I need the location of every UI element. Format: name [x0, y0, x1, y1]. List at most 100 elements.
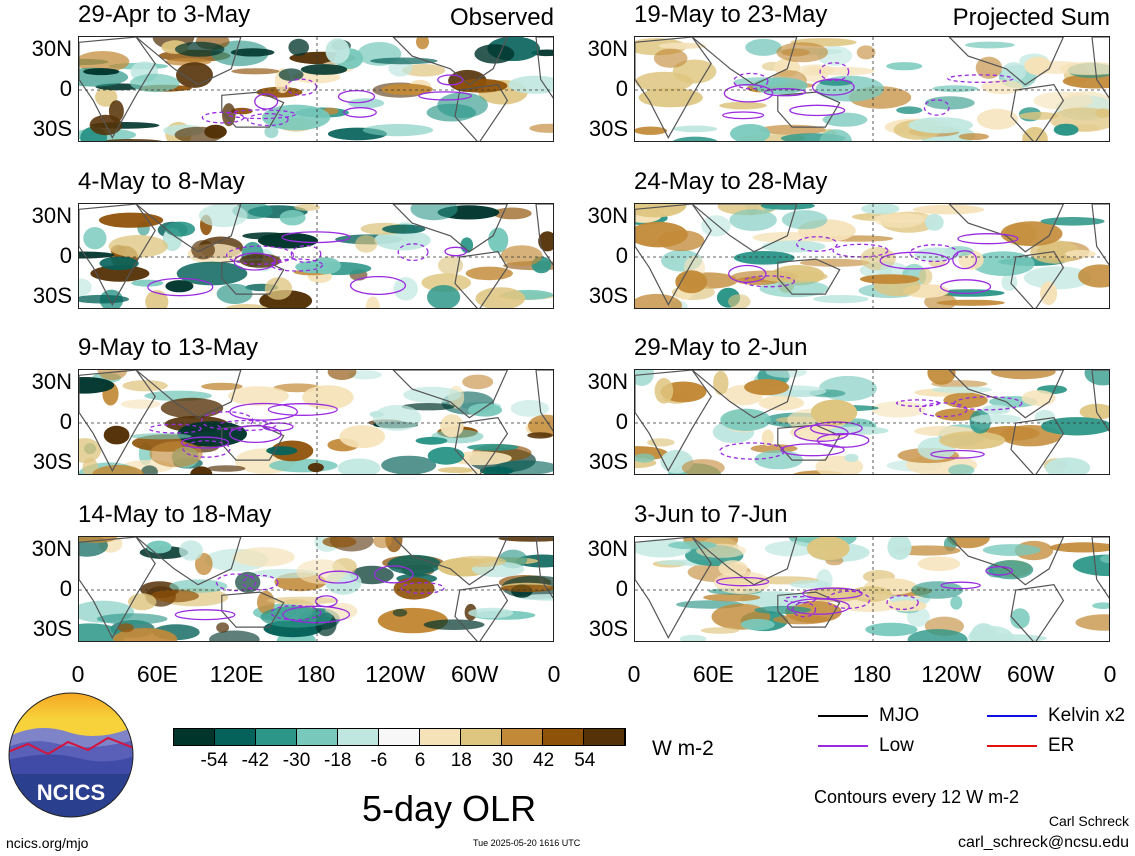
anomaly-blob: [527, 432, 553, 439]
low-contour: [437, 74, 464, 86]
panel-source-label: Projected Sum: [952, 4, 1110, 31]
x-tick-label: 60W: [1007, 661, 1055, 687]
coastline: [635, 370, 712, 472]
anomaly-blob: [355, 235, 378, 253]
x-tick-label: 120E: [209, 661, 264, 687]
anomaly-blob: [810, 399, 858, 426]
low-contour: [786, 598, 850, 615]
coastline: [691, 370, 798, 419]
y-tick-label: 30S: [588, 283, 628, 309]
anomaly-blob: [924, 96, 975, 110]
panel-period-title: 24-May to 28-May: [634, 168, 828, 195]
coastline: [1010, 84, 1065, 141]
anomaly-blob: [325, 38, 350, 64]
anomaly-blob: [672, 59, 717, 84]
anomaly-blob: [209, 630, 260, 641]
y-tick-label: 30N: [587, 35, 628, 61]
anomaly-blob: [801, 65, 829, 83]
olr-map-panel: [78, 369, 554, 475]
anomaly-blob: [453, 78, 508, 93]
anomaly-blob: [991, 370, 1056, 380]
anomaly-blob: [393, 277, 418, 301]
colorbar-swatch: [502, 729, 543, 745]
x-tick-label: 0: [1103, 661, 1117, 687]
anomaly-blob: [381, 83, 433, 95]
coastline: [221, 258, 285, 295]
author-email[interactable]: carl_schreck@ncsu.edu: [958, 834, 1129, 851]
author-name: Carl Schreck: [1048, 813, 1129, 829]
anomaly-blob: [79, 438, 101, 463]
coastline: [79, 204, 156, 306]
coastline: [454, 251, 509, 308]
y-tick-label: 30N: [31, 35, 72, 61]
anomaly-blob: [1059, 61, 1109, 76]
anomaly-blob: [267, 596, 339, 605]
anomaly-blob: [635, 126, 668, 135]
anomaly-blob: [703, 593, 761, 602]
x-tick-label: 180: [296, 661, 336, 687]
anomaly-blob: [401, 403, 455, 411]
coastline: [79, 537, 156, 639]
coastline: [79, 37, 156, 139]
colorbar-tick-label: 18: [450, 750, 472, 771]
anomaly-blob: [393, 577, 435, 600]
anomaly-blob: [216, 283, 253, 304]
anomaly-blob: [427, 446, 465, 465]
anomaly-blob: [500, 245, 543, 267]
y-tick-label: 30S: [32, 449, 72, 475]
low-contour: [947, 74, 1014, 83]
coastline: [1091, 204, 1109, 266]
anomaly-blob: [729, 209, 777, 231]
anomaly-blob: [402, 64, 446, 77]
coastline: [948, 204, 1065, 253]
anomaly-blob: [988, 560, 1034, 580]
colorbar-tick-label: 6: [414, 750, 426, 771]
colorbar-tick-label: -42: [241, 750, 270, 771]
anomaly-blob: [924, 214, 944, 231]
x-tick-label: 0: [547, 661, 561, 687]
site-url[interactable]: ncics.org/mjo: [6, 835, 89, 851]
anomaly-blob: [216, 622, 230, 633]
anomaly-blob: [1022, 126, 1048, 141]
anomaly-blob: [235, 571, 261, 593]
legend-swatch: [987, 715, 1037, 717]
anomaly-blob: [382, 224, 426, 234]
panel-source-label: Observed: [449, 4, 554, 31]
anomaly-blob: [307, 462, 324, 473]
olr-field: [635, 537, 1109, 641]
anomaly-blob: [760, 204, 815, 210]
low-contour: [952, 250, 978, 270]
y-tick-label: 30S: [32, 116, 72, 142]
anomaly-blob: [806, 537, 850, 561]
anomaly-blob: [1001, 62, 1026, 82]
x-tick-label: 60W: [451, 661, 499, 687]
anomaly-blob: [635, 221, 688, 248]
y-tick-label: 0: [615, 243, 628, 268]
legend-label: Low: [879, 735, 914, 756]
panel-period-title: 4-May to 8-May: [78, 168, 245, 195]
anomaly-blob: [958, 133, 989, 141]
low-contour: [957, 233, 1019, 245]
low-contour: [418, 91, 472, 101]
colorbar-swatch: [256, 729, 297, 745]
anomaly-blob: [638, 87, 703, 108]
anomaly-blob: [271, 120, 284, 128]
anomaly-blob: [865, 622, 918, 637]
anomaly-blob: [813, 295, 869, 304]
anomaly-blob: [932, 85, 979, 93]
low-contour: [285, 78, 318, 96]
anomaly-blob: [1019, 111, 1059, 120]
timestamp: Tue 2025-05-20 1616 UTC: [473, 838, 581, 848]
coastline: [535, 370, 553, 432]
anomaly-blob: [310, 257, 341, 275]
anomaly-blob: [474, 44, 515, 64]
anomaly-blob: [653, 48, 688, 68]
x-tick-label: 180: [852, 661, 892, 687]
colorbar-swatch: [297, 729, 338, 745]
olr-map-panel: [634, 536, 1110, 642]
anomaly-blob: [886, 62, 923, 71]
low-contour: [816, 432, 870, 448]
anomaly-blob: [679, 634, 707, 641]
anomaly-blob: [759, 279, 829, 298]
anomaly-blob: [96, 613, 168, 625]
